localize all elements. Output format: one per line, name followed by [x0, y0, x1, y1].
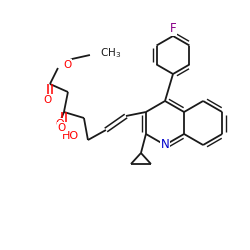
Text: N: N [160, 138, 170, 151]
Text: O: O [58, 123, 66, 133]
Text: HO: HO [62, 131, 78, 141]
Text: CH$_3$: CH$_3$ [100, 46, 121, 60]
Text: O: O [44, 95, 52, 105]
Text: F: F [170, 22, 176, 35]
Text: O: O [56, 119, 64, 129]
Text: O: O [63, 60, 71, 70]
